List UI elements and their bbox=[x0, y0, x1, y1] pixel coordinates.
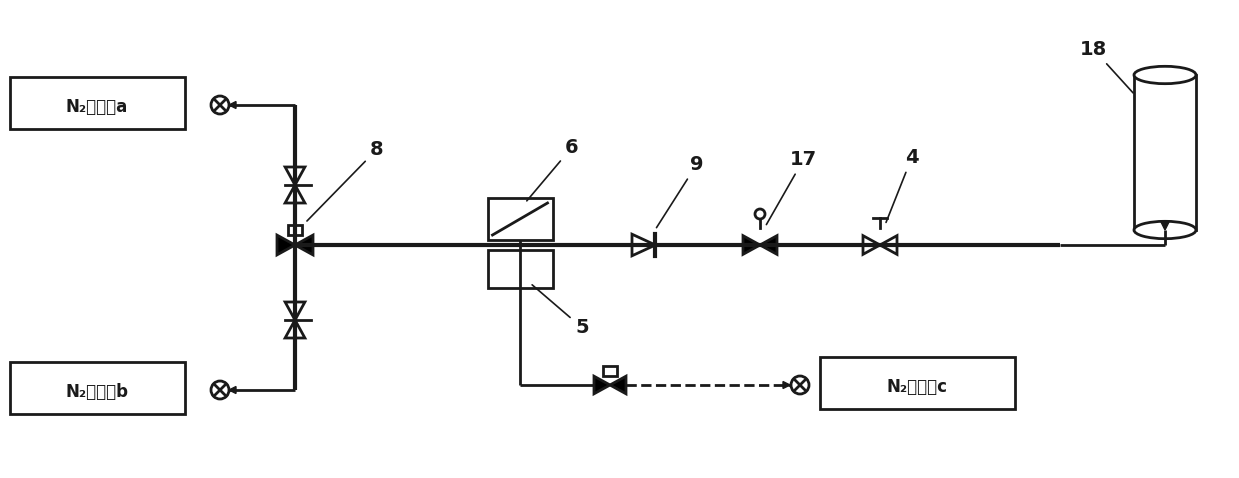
Text: 6: 6 bbox=[527, 138, 579, 201]
Text: 18: 18 bbox=[1080, 40, 1134, 93]
Text: N₂接入点c: N₂接入点c bbox=[886, 378, 948, 396]
Text: 9: 9 bbox=[657, 155, 704, 228]
Polygon shape bbox=[295, 235, 313, 255]
Polygon shape bbox=[610, 376, 626, 394]
Bar bbox=[10, 362, 185, 414]
Circle shape bbox=[755, 209, 764, 219]
Bar bbox=[10, 77, 185, 129]
Bar bbox=[487, 250, 553, 288]
Polygon shape bbox=[229, 101, 235, 109]
Polygon shape bbox=[285, 302, 305, 320]
Polygon shape bbox=[285, 167, 305, 185]
Polygon shape bbox=[783, 381, 790, 389]
Polygon shape bbox=[285, 185, 305, 203]
Polygon shape bbox=[229, 387, 235, 393]
Text: 5: 5 bbox=[532, 285, 589, 337]
Polygon shape bbox=[278, 235, 295, 255]
Ellipse shape bbox=[1134, 66, 1196, 84]
Polygon shape bbox=[760, 236, 777, 254]
Text: 4: 4 bbox=[886, 148, 918, 222]
Circle shape bbox=[211, 381, 229, 399]
Polygon shape bbox=[285, 320, 305, 338]
Bar bbox=[1134, 75, 1196, 230]
Polygon shape bbox=[632, 234, 655, 256]
Circle shape bbox=[211, 96, 229, 114]
Bar bbox=[487, 198, 553, 240]
Bar bbox=[287, 225, 302, 235]
Bar bbox=[820, 357, 1015, 409]
Polygon shape bbox=[880, 236, 897, 254]
Polygon shape bbox=[593, 376, 610, 394]
Ellipse shape bbox=[1134, 221, 1196, 239]
Text: N₂接入点b: N₂接入点b bbox=[66, 383, 129, 401]
Text: N₂接入点a: N₂接入点a bbox=[66, 98, 128, 116]
Bar bbox=[603, 366, 617, 376]
Polygon shape bbox=[1161, 222, 1170, 230]
Text: 17: 17 bbox=[767, 150, 818, 225]
Circle shape bbox=[790, 376, 809, 394]
Text: 8: 8 bbox=[307, 140, 384, 221]
Polygon shape bbox=[864, 236, 880, 254]
Polygon shape bbox=[743, 236, 760, 254]
